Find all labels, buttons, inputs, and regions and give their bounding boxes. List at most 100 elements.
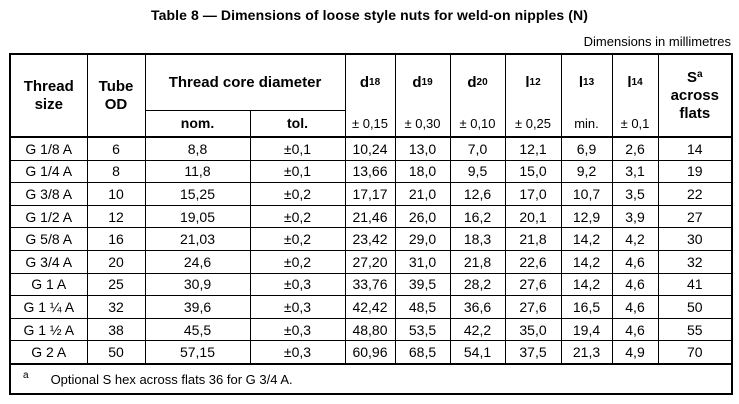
- table-cell: ±0,3: [249, 317, 346, 342]
- table-cell: 50: [657, 295, 733, 319]
- table-header: Thread size Tube OD Thread core diameter…: [9, 53, 733, 139]
- table-cell: ±0,2: [249, 249, 346, 274]
- table-cell: 19,05: [144, 204, 251, 229]
- table-cell: 10,7: [560, 182, 613, 206]
- table-cell: 19: [657, 159, 733, 184]
- col-header-s-across-flats: Sa across flats: [657, 53, 733, 138]
- table-cell: ±0,3: [249, 340, 346, 365]
- table-cell: 35,0: [504, 317, 562, 342]
- col-header-l13-wrap: l 13 min.: [564, 55, 610, 135]
- table-cell: G 1 A: [9, 272, 88, 297]
- table-cell: 8,8: [144, 136, 251, 161]
- table-cell: 6: [86, 136, 146, 161]
- table-cell: 13,66: [344, 159, 396, 184]
- l13-base: l: [578, 74, 584, 92]
- table-cell: 20,1: [504, 204, 562, 229]
- col-header-d20-wrap: d 20 ± 0,10: [453, 55, 503, 135]
- table-cell: 39,5: [394, 272, 451, 297]
- table-cell: 21,8: [504, 227, 562, 251]
- l14-tolerance: ± 0,1: [620, 115, 650, 131]
- d18-tolerance: ± 0,15: [351, 115, 389, 131]
- d20-tolerance: ± 0,10: [459, 115, 496, 131]
- col-header-nom: nom.: [144, 110, 251, 139]
- col-header-d19: d 19 ± 0,30: [394, 53, 451, 138]
- table-cell: G 1/2 A: [9, 204, 88, 229]
- table-cell: 30: [657, 227, 733, 251]
- table-cell: 7,0: [449, 136, 506, 161]
- col-header-d20: d 20 ± 0,10: [449, 53, 506, 138]
- table-cell: 15,25: [144, 182, 251, 206]
- table-cell: 50: [86, 340, 146, 365]
- table-cell: 32: [86, 295, 146, 319]
- footnote-marker: a: [23, 370, 29, 382]
- d20-base: d: [467, 74, 477, 92]
- s-superscript: a: [696, 68, 703, 80]
- table-cell: 42,2: [449, 317, 506, 342]
- table-cell: 32: [657, 249, 733, 274]
- table-cell: 57,15: [144, 340, 251, 365]
- table-row: G 5/8 A 16 21,03 ±0,2 23,42 29,0 18,3 21,8 14,2 4…: [9, 227, 733, 251]
- l13-tolerance: min.: [574, 115, 599, 131]
- table-cell: 70: [657, 340, 733, 365]
- table-cell: 28,2: [449, 272, 506, 297]
- table-cell: G 1/4 A: [9, 159, 88, 184]
- table-row: G 3/4 A 20 24,6 ±0,2 27,20 31,0 21,8 22,6 14,2 4,…: [9, 249, 733, 274]
- table-cell: 23,42: [344, 227, 396, 251]
- l12-base: l: [525, 74, 530, 92]
- table-cell: 6,9: [560, 136, 613, 161]
- table-cell: 16,2: [449, 204, 506, 229]
- d20-symbol: d 20: [467, 74, 488, 92]
- table-cell: 12: [86, 204, 146, 229]
- table-cell: 10,24: [344, 136, 396, 161]
- table-cell: 20: [86, 249, 146, 274]
- table-cell: 21,3: [560, 340, 613, 365]
- table-cell: 13,0: [394, 136, 451, 161]
- table-cell: 12,6: [449, 182, 506, 206]
- table-cell: 3,5: [611, 182, 659, 206]
- table-cell: 14: [657, 136, 733, 161]
- table-cell: 11,8: [144, 159, 251, 184]
- col-header-d18-wrap: d 18 ± 0,15: [348, 55, 393, 135]
- table-cell: 39,6: [144, 295, 251, 319]
- table-cell: 4,6: [611, 295, 659, 319]
- col-header-l14: l 14 ± 0,1: [611, 53, 659, 138]
- table-cell: 27,6: [504, 295, 562, 319]
- table-cell: 29,0: [394, 227, 451, 251]
- table-cell: 21,46: [344, 204, 396, 229]
- table-cell: 31,0: [394, 249, 451, 274]
- table-footer: a Optional S hex across flats 36 for G 3/…: [9, 362, 733, 395]
- table-cell: 2,6: [611, 136, 659, 161]
- table-cell: 37,5: [504, 340, 562, 365]
- table-cell: 19,4: [560, 317, 613, 342]
- table-row: G 3/8 A 10 15,25 ±0,2 17,17 21,0 12,6 17,0 10,7 3…: [9, 182, 733, 206]
- table-cell: 9,5: [449, 159, 506, 184]
- s-symbol: Sa: [661, 69, 730, 87]
- table-cell: ±0,2: [249, 182, 346, 206]
- table-cell: 60,96: [344, 340, 396, 365]
- table-cell: ±0,3: [249, 272, 346, 297]
- table-cell: 4,6: [611, 249, 659, 274]
- table-row: G 1 A 25 30,9 ±0,3 33,76 39,5 28,2 27,6 14,2 4,6 4…: [9, 272, 733, 297]
- table-cell: 4,9: [611, 340, 659, 365]
- table-cell: 3,1: [611, 159, 659, 184]
- table-cell: 4,6: [611, 317, 659, 342]
- table-cell: 27: [657, 204, 733, 229]
- table-cell: 26,0: [394, 204, 451, 229]
- l14-base: l: [627, 74, 632, 92]
- col-header-l14-wrap: l 14 ± 0,1: [615, 55, 656, 135]
- table-cell: G 1 ¼ A: [9, 295, 88, 319]
- table-row: G 1/4 A 8 11,8 ±0,1 13,66 18,0 9,5 15,0 9,2 3,1 19: [9, 159, 733, 184]
- table-cell: ±0,2: [249, 227, 346, 251]
- table-cell: 9,2: [560, 159, 613, 184]
- footnote-text: Optional S hex across flats 36 for G 3/4…: [50, 372, 293, 388]
- table-cell: ±0,1: [249, 136, 346, 161]
- table-cell: 15,0: [504, 159, 562, 184]
- table-cell: 27,20: [344, 249, 396, 274]
- table-cell: 12,9: [560, 204, 613, 229]
- table-title: Table 8 — Dimensions of loose style nuts…: [150, 7, 589, 23]
- d19-tolerance: ± 0,30: [404, 115, 441, 131]
- col-header-l13: l 13 min.: [560, 53, 613, 138]
- table-cell: 17,17: [344, 182, 396, 206]
- table-cell: 14,2: [560, 249, 613, 274]
